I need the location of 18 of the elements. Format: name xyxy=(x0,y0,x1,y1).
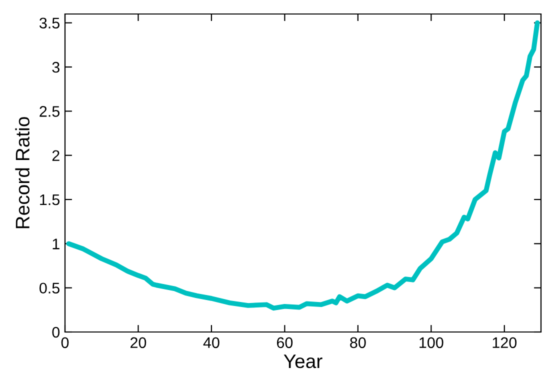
x-tick-label: 120 xyxy=(492,337,517,348)
y-tick-label: 3.5 xyxy=(39,18,60,29)
y-tick-label: 0 xyxy=(52,326,60,338)
y-tick-label: 0.5 xyxy=(40,282,60,294)
x-tick-label: 40 xyxy=(203,337,220,348)
x-tick-label: 20 xyxy=(130,337,146,348)
y-tick-label: 1.5 xyxy=(40,194,60,206)
y-axis-title: Record Ratio xyxy=(15,117,30,228)
x-tick-label: 100 xyxy=(420,337,444,348)
y-tick-label: 2 xyxy=(52,150,60,161)
x-tick-label: 60 xyxy=(276,337,293,348)
x-axis-title: Year xyxy=(284,354,322,368)
y-tick-label: 2.5 xyxy=(40,106,60,117)
y-tick-label: 3 xyxy=(52,62,60,73)
y-tick-label: 1 xyxy=(52,238,60,250)
line-series xyxy=(66,20,540,311)
x-tick-label: 80 xyxy=(350,337,366,348)
x-tick-label: 0 xyxy=(61,337,69,348)
